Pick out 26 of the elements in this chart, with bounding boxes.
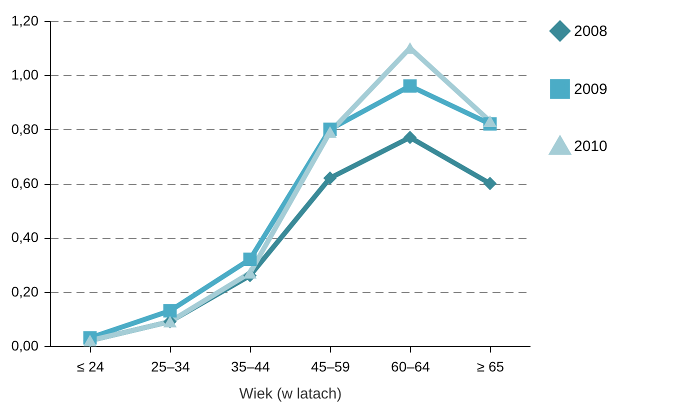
x-tick-label: ≥ 65 <box>476 358 504 374</box>
x-axis-title: Wiek (w latach) <box>239 386 342 402</box>
y-tick-label: 0,80 <box>11 120 39 137</box>
x-tick-label: 35–44 <box>231 358 270 374</box>
point <box>323 171 337 185</box>
x-tick-label: 25–34 <box>151 358 190 374</box>
y-tick-label: 0,60 <box>11 175 39 191</box>
point <box>323 126 337 138</box>
point <box>163 304 177 318</box>
legend-label: 2010 <box>574 138 608 155</box>
y-tick-label: 0,00 <box>11 338 39 354</box>
point <box>403 130 417 144</box>
x-tick-label: 60–64 <box>391 358 430 374</box>
point <box>483 115 497 128</box>
x-tick-label: 45–59 <box>311 358 350 374</box>
point <box>243 252 257 266</box>
legend-label: 2008 <box>574 23 608 40</box>
point <box>483 176 497 190</box>
legend-label: 2009 <box>574 81 608 98</box>
point <box>243 267 257 279</box>
point <box>403 79 417 93</box>
y-tick-label: 0,40 <box>11 229 39 246</box>
x-tick-label: ≤ 24 <box>76 358 104 374</box>
y-tick-label: 1,00 <box>11 66 39 83</box>
y-tick-label: 1,20 <box>11 12 39 28</box>
y-tick-label: 0,20 <box>11 283 39 300</box>
